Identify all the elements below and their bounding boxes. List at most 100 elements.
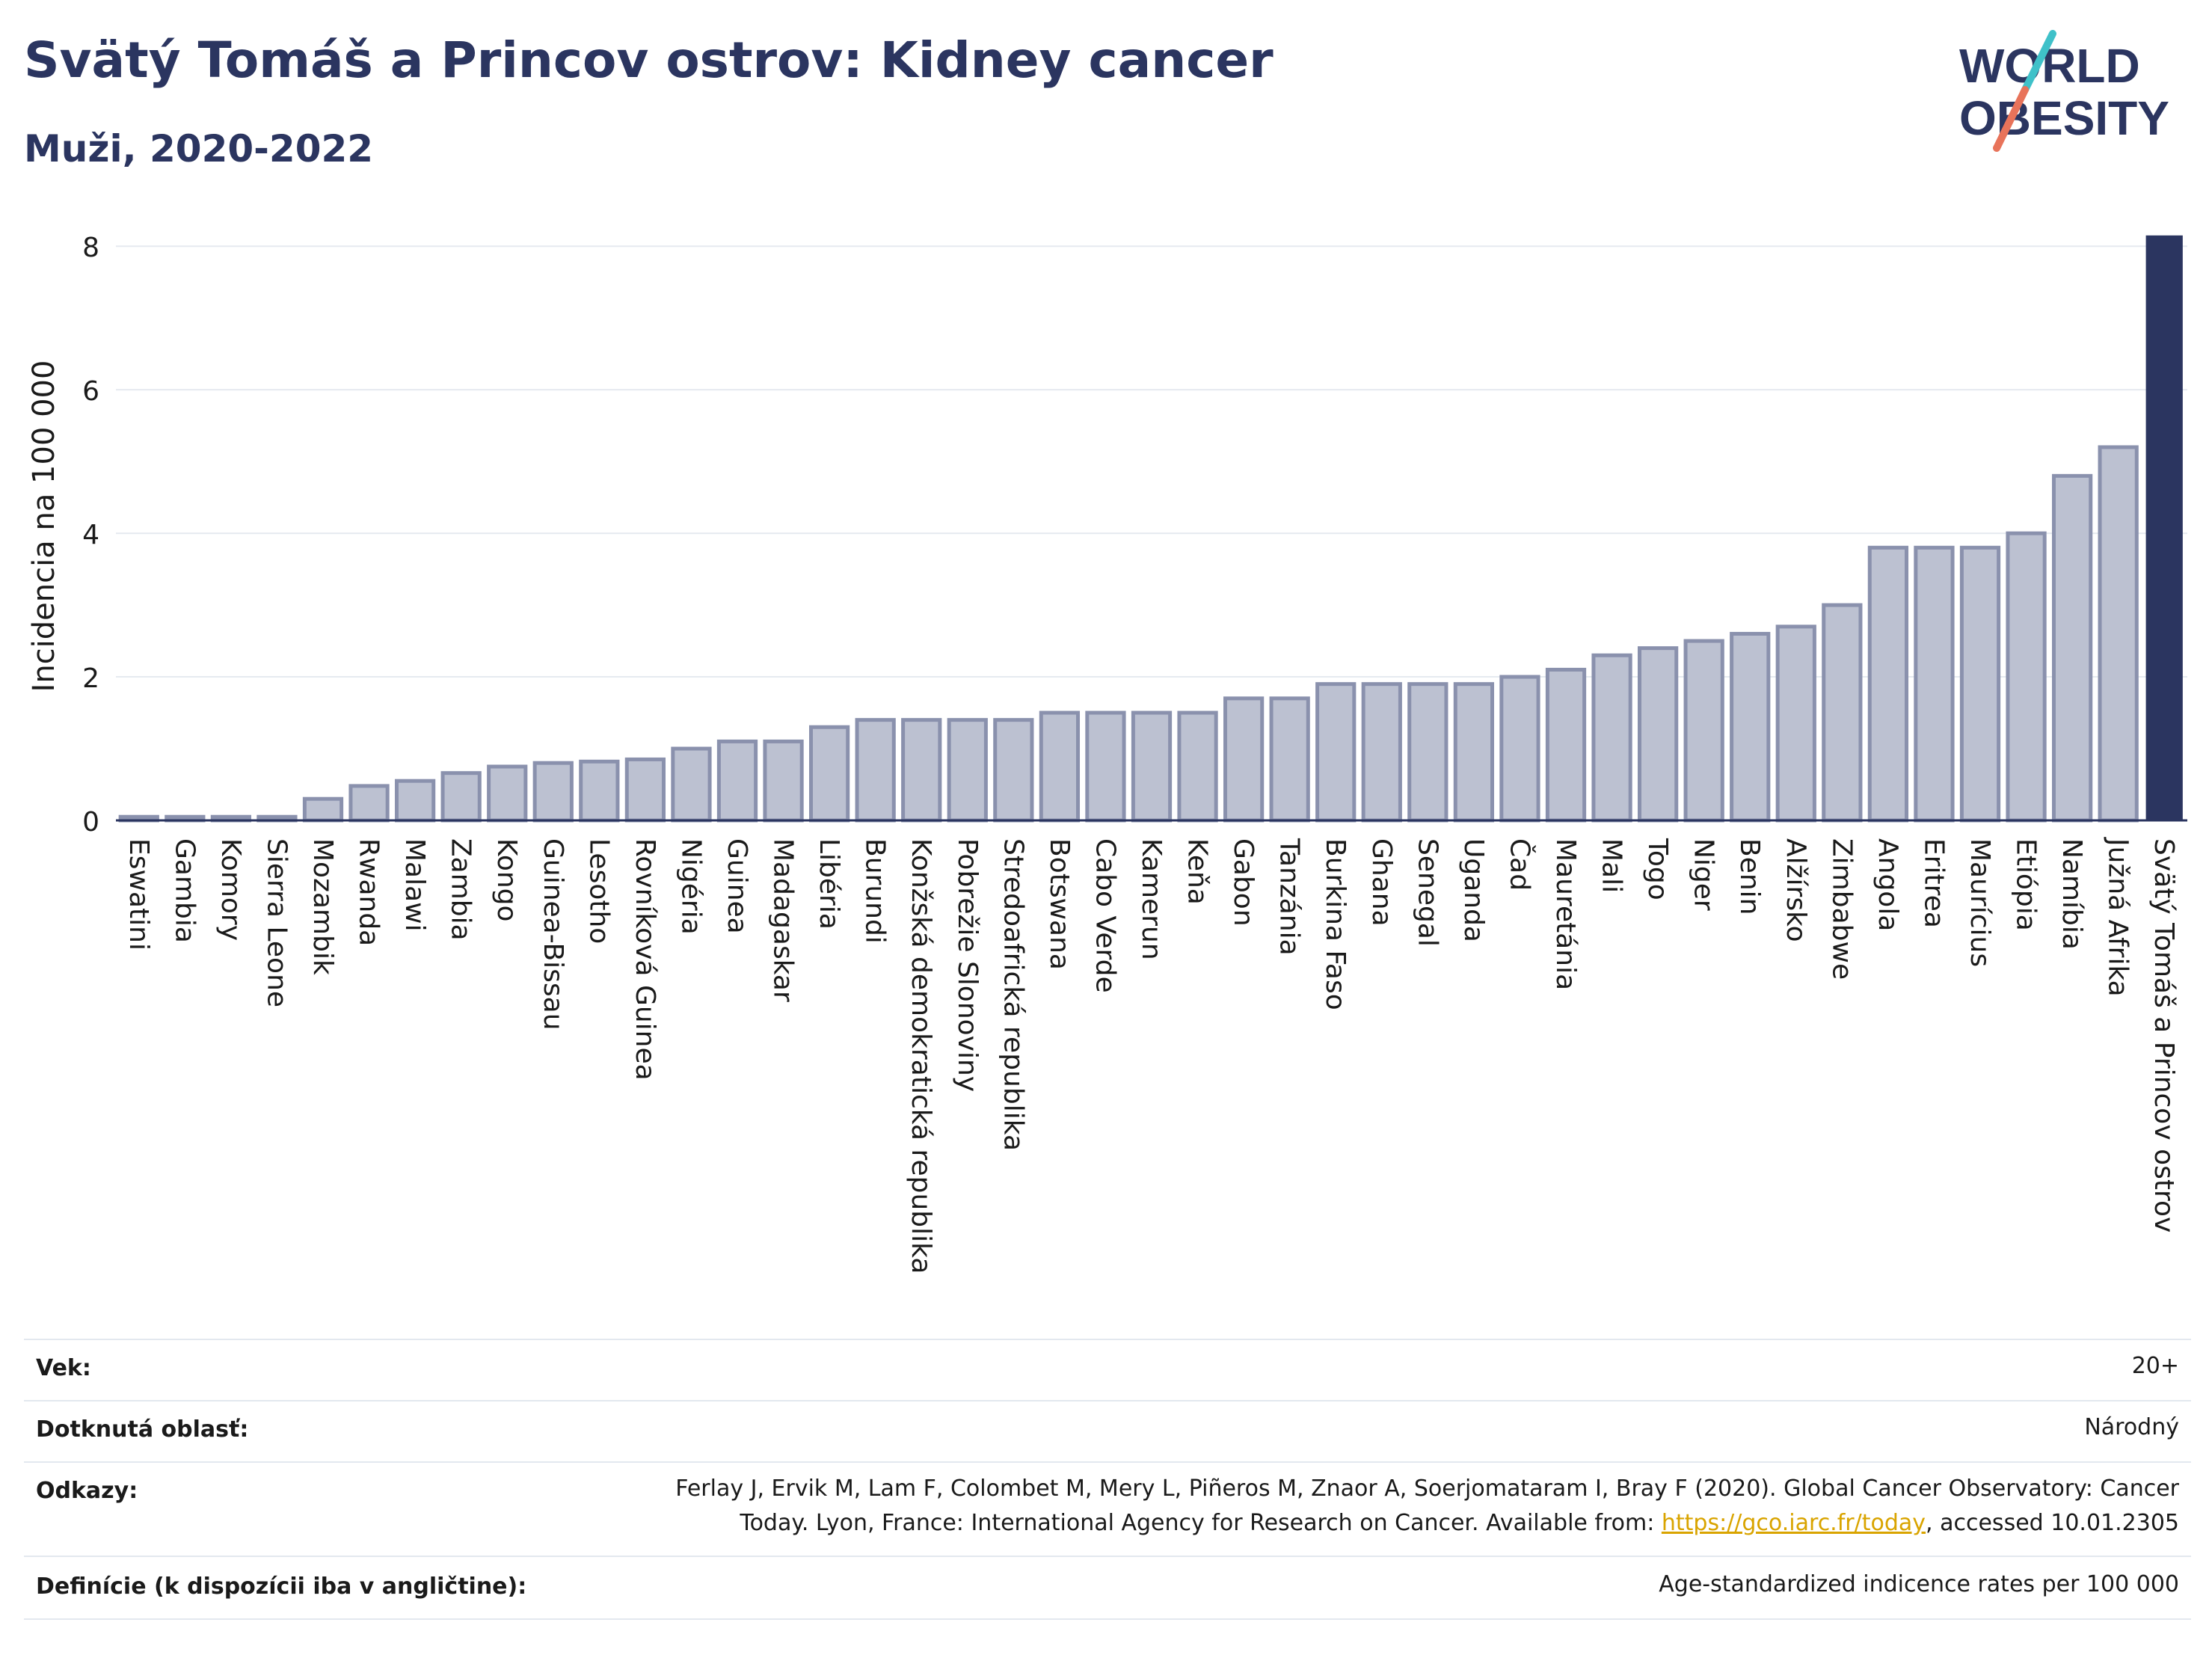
x-tick-label: Rwanda xyxy=(354,838,384,946)
bar xyxy=(440,771,482,823)
bar xyxy=(1914,545,1955,823)
bar xyxy=(947,718,988,823)
x-tick-label: Pobrežie Slonoviny xyxy=(952,838,983,1092)
x-tick-label: Konžská demokratická republika xyxy=(906,838,936,1274)
page-title: Svätý Tomáš a Princov ostrov: Kidney can… xyxy=(24,31,1274,89)
x-tick-label: Togo xyxy=(1642,838,1673,900)
x-tick-label: Benin xyxy=(1734,838,1765,915)
bar xyxy=(2098,445,2139,823)
footer-row-defs: Definície (k dispozícii iba v angličtine… xyxy=(24,1556,2191,1620)
bar xyxy=(1499,675,1540,823)
bar xyxy=(1039,710,1081,823)
footer-refs-value: Ferlay J, Ervik M, Lam F, Colombet M, Me… xyxy=(675,1472,2179,1541)
bar xyxy=(1867,545,1909,823)
x-tick-label: Cabo Verde xyxy=(1090,838,1120,993)
x-tick-label: Maurícius xyxy=(1964,838,1995,967)
bar xyxy=(1683,639,1724,823)
x-tick-label: Tanzánia xyxy=(1274,838,1305,956)
footer-refs-line2: Today. Lyon, France: International Agenc… xyxy=(675,1506,2179,1541)
x-tick-label: Niger xyxy=(1689,838,1719,911)
footer-refs-link[interactable]: https://gco.iarc.fr/today xyxy=(1661,1510,1926,1536)
x-tick-label: Mozambik xyxy=(307,838,338,975)
x-tick-label: Mauretánia xyxy=(1550,838,1581,990)
footer-refs-line1: Ferlay J, Ervik M, Lam F, Colombet M, Me… xyxy=(675,1476,2179,1502)
footer-age-value: 20+ xyxy=(2131,1353,2179,1379)
footer-refs-line2-text: Today. Lyon, France: International Agenc… xyxy=(740,1510,1662,1536)
x-tick-label: Angola xyxy=(1872,838,1903,931)
page-subtitle: Muži, 2020-2022 xyxy=(24,127,374,171)
bar xyxy=(1131,710,1173,823)
x-tick-label: Malawi xyxy=(399,838,430,932)
bar xyxy=(532,761,574,823)
x-tick-label: Alžírsko xyxy=(1781,838,1811,942)
x-tick-label: Gambia xyxy=(169,838,200,943)
bar xyxy=(1361,682,1402,823)
y-tick-label: 8 xyxy=(82,233,99,263)
footer-row-area: Dotknutá oblasť: Národný xyxy=(24,1400,2191,1461)
y-tick-label: 6 xyxy=(82,376,99,407)
footer-row-refs: Odkazy: Ferlay J, Ervik M, Lam F, Colomb… xyxy=(24,1461,2191,1556)
bar xyxy=(1959,545,2001,823)
y-axis-label: Incidencia na 100 000 xyxy=(27,360,61,693)
x-tick-label: Lesotho xyxy=(583,838,614,944)
x-tick-label: Stredoafrická republika xyxy=(998,838,1028,1151)
x-tick-label: Senegal xyxy=(1412,838,1443,947)
x-tick-label: Guinea xyxy=(722,838,752,934)
bar xyxy=(394,779,436,823)
bar xyxy=(302,796,344,823)
bar xyxy=(1315,682,1357,823)
footer-area-label: Dotknutá oblasť: xyxy=(36,1416,249,1443)
bar xyxy=(348,784,390,823)
x-tick-label: Uganda xyxy=(1458,838,1489,942)
x-tick-label: Južná Afrika xyxy=(2103,837,2133,997)
bar-chart: 0 2 4 6 8 Incidencia na 100 000 Eswatini Gambia… xyxy=(27,233,2187,1274)
bar xyxy=(1223,696,1265,823)
bar xyxy=(671,746,712,823)
x-tick-label: Botswana xyxy=(1044,838,1075,970)
bar xyxy=(579,759,620,823)
world-obesity-logo: WORLD OBESITY xyxy=(1959,30,2169,152)
x-tick-label: Libéria xyxy=(814,838,844,930)
logo-slash-teal xyxy=(2021,30,2056,93)
bar xyxy=(2051,473,2093,823)
x-tick-label: Kamerun xyxy=(1136,838,1167,960)
bar xyxy=(716,739,758,823)
x-tick-label: Svätý Tomáš a Princov ostrov xyxy=(2148,838,2179,1232)
bar xyxy=(624,757,666,823)
x-tick-label: Etiópia xyxy=(2011,838,2042,931)
bar xyxy=(2145,235,2183,820)
bar xyxy=(1453,682,1495,823)
y-tick-label: 0 xyxy=(82,807,99,838)
bar xyxy=(855,718,896,823)
bar xyxy=(1775,624,1816,823)
x-tick-label: Namíbia xyxy=(2056,838,2087,950)
x-tick-label: Gabon xyxy=(1228,838,1259,927)
footer-defs-value: Age-standardized indicence rates per 100… xyxy=(1659,1571,2179,1597)
x-tick-label: Eritrea xyxy=(1918,838,1949,928)
x-tick-label: Nigéria xyxy=(675,838,706,935)
footer-age-label: Vek: xyxy=(36,1355,91,1381)
bar xyxy=(1177,710,1218,823)
x-tick-label: Burundi xyxy=(860,838,891,944)
bar xyxy=(487,764,528,823)
x-tick-label: Kongo xyxy=(491,838,522,922)
x-tick-label: Komory xyxy=(215,838,246,941)
bar xyxy=(808,725,850,823)
bar xyxy=(2006,531,2047,823)
x-tick-label: Keňa xyxy=(1182,838,1213,905)
x-tick-label: Rovníková Guinea xyxy=(630,838,660,1081)
x-tick-label: Guinea-Bissau xyxy=(538,838,568,1031)
footer-refs-line2-tail: , accessed 10.01.2305 xyxy=(1926,1510,2179,1536)
y-tick-label: 4 xyxy=(82,520,99,550)
footer-row-age: Vek: 20+ xyxy=(24,1339,2191,1400)
footer-area-value: Národný xyxy=(2084,1414,2179,1440)
logo-text-obesity: OBESITY xyxy=(1959,91,2169,145)
x-tick-label: Madagaskar xyxy=(768,838,799,1002)
bar xyxy=(1591,653,1632,823)
x-tick-label: Zambia xyxy=(446,838,476,941)
bar xyxy=(1545,667,1587,823)
logo-slash-red xyxy=(1993,86,2029,152)
bar xyxy=(1637,646,1679,823)
x-tick-label: Sierra Leone xyxy=(261,838,292,1007)
footer-refs-label: Odkazy: xyxy=(36,1478,138,1504)
